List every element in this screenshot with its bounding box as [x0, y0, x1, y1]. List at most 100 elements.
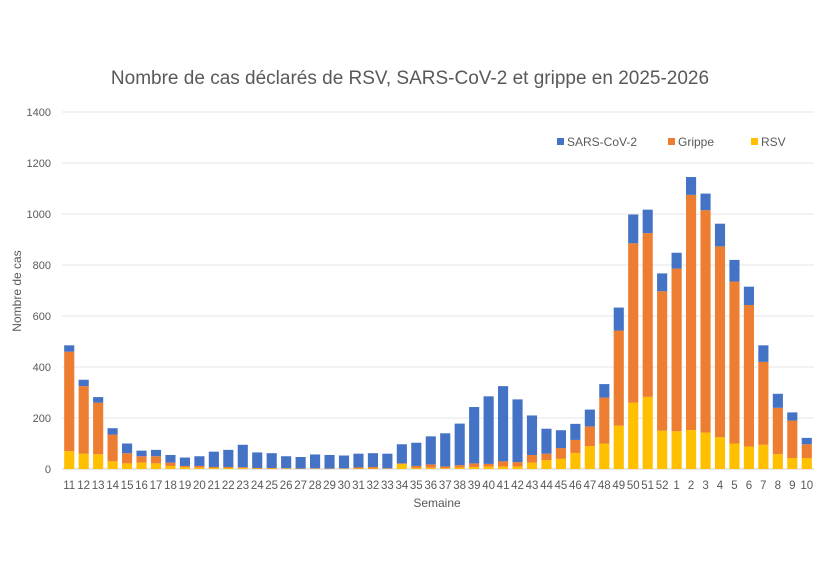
x-tick-label: 3 — [702, 480, 708, 492]
bar-grippe-week-52 — [657, 291, 667, 430]
bar-sars-cov-2-week-49 — [614, 308, 624, 331]
bar-grippe-week-28 — [310, 468, 320, 469]
bar-grippe-week-16 — [136, 456, 146, 462]
bar-grippe-week-2 — [686, 195, 696, 430]
bar-grippe-week-43 — [527, 455, 537, 463]
bar-sars-cov-2-week-17 — [151, 450, 161, 456]
x-tick-label: 50 — [627, 480, 640, 492]
bar-grippe-week-14 — [108, 435, 118, 462]
y-tick-label: 400 — [33, 362, 51, 374]
bar-sars-cov-2-week-2 — [686, 177, 696, 195]
bar-sars-cov-2-week-27 — [296, 457, 306, 468]
bar-rsv-week-25 — [267, 468, 277, 469]
bar-sars-cov-2-week-36 — [426, 436, 436, 464]
bar-sars-cov-2-week-52 — [657, 273, 667, 291]
bar-grippe-week-40 — [484, 464, 494, 467]
bar-grippe-week-15 — [122, 453, 132, 463]
bar-sars-cov-2-week-23 — [238, 445, 248, 467]
y-tick-label: 1000 — [27, 209, 51, 221]
bar-grippe-week-38 — [455, 465, 465, 467]
bar-grippe-week-23 — [238, 467, 248, 468]
x-tick-label: 8 — [775, 480, 781, 492]
bar-grippe-week-10 — [802, 444, 812, 458]
x-tick-label: 4 — [717, 480, 724, 492]
bar-rsv-week-38 — [455, 467, 465, 469]
bar-rsv-week-51 — [643, 397, 653, 469]
bar-rsv-week-13 — [93, 454, 103, 469]
x-tick-label: 30 — [338, 480, 351, 492]
bar-grippe-week-13 — [93, 403, 103, 455]
bar-sars-cov-2-week-28 — [310, 454, 320, 468]
x-tick-label: 7 — [760, 480, 766, 492]
x-tick-label: 35 — [410, 480, 423, 492]
bar-grippe-week-19 — [180, 466, 190, 467]
legend-label: Grippe — [678, 135, 714, 149]
x-tick-label: 26 — [280, 480, 293, 492]
x-tick-label: 28 — [309, 480, 322, 492]
bar-grippe-week-4 — [715, 246, 725, 437]
x-tick-label: 27 — [294, 480, 307, 492]
bar-rsv-week-10 — [802, 458, 812, 469]
bar-sars-cov-2-week-40 — [484, 396, 494, 464]
bar-sars-cov-2-week-20 — [194, 456, 204, 466]
x-tick-label: 18 — [164, 480, 177, 492]
bar-sars-cov-2-week-30 — [339, 455, 349, 468]
bar-grippe-week-17 — [151, 456, 161, 463]
bar-grippe-week-34 — [397, 463, 407, 464]
bar-grippe-week-7 — [758, 362, 768, 445]
bar-sars-cov-2-week-4 — [715, 224, 725, 247]
x-tick-label: 37 — [439, 480, 452, 492]
legend-swatch — [751, 138, 758, 145]
x-tick-label: 34 — [395, 480, 408, 492]
bar-sars-cov-2-week-5 — [729, 260, 739, 282]
bar-rsv-week-36 — [426, 468, 436, 469]
x-axis-label: Semaine — [413, 496, 461, 510]
x-tick-label: 39 — [468, 480, 481, 492]
bar-sars-cov-2-week-11 — [64, 345, 74, 351]
bar-sars-cov-2-week-10 — [802, 438, 812, 444]
bar-rsv-week-18 — [165, 466, 175, 469]
bar-sars-cov-2-week-1 — [672, 253, 682, 269]
bar-sars-cov-2-week-35 — [411, 443, 421, 466]
bar-grippe-week-32 — [368, 467, 378, 469]
bar-rsv-week-39 — [469, 467, 479, 469]
bar-grippe-week-51 — [643, 233, 653, 397]
x-tick-label: 13 — [92, 480, 105, 492]
x-tick-label: 16 — [135, 480, 148, 492]
bar-rsv-week-11 — [64, 451, 74, 469]
bar-sars-cov-2-week-42 — [512, 399, 522, 462]
bar-rsv-week-6 — [744, 447, 754, 469]
bar-rsv-week-4 — [715, 437, 725, 469]
bar-grippe-week-11 — [64, 352, 74, 451]
bar-rsv-week-2 — [686, 430, 696, 469]
y-axis-label: Nombre de cas — [10, 250, 24, 331]
bar-rsv-week-46 — [570, 453, 580, 469]
x-tick-label: 44 — [540, 480, 553, 492]
bar-grippe-week-46 — [570, 440, 580, 453]
bar-grippe-week-18 — [165, 463, 175, 466]
bar-grippe-week-36 — [426, 464, 436, 467]
bar-sars-cov-2-week-41 — [498, 386, 508, 461]
bar-grippe-week-22 — [223, 467, 233, 468]
x-tick-label: 48 — [598, 480, 611, 492]
bar-grippe-week-9 — [787, 421, 797, 458]
x-tick-label: 21 — [207, 480, 220, 492]
bar-sars-cov-2-week-43 — [527, 415, 537, 455]
bar-sars-cov-2-week-48 — [599, 384, 609, 398]
bar-sars-cov-2-week-22 — [223, 450, 233, 467]
x-tick-label: 51 — [641, 480, 654, 492]
bar-rsv-week-40 — [484, 466, 494, 469]
bar-grippe-week-24 — [252, 468, 262, 469]
bar-sars-cov-2-week-6 — [744, 287, 754, 305]
bar-grippe-week-21 — [209, 467, 219, 468]
legend-label: RSV — [761, 135, 786, 149]
bar-rsv-week-12 — [79, 454, 89, 469]
bar-grippe-week-3 — [700, 210, 710, 432]
bar-grippe-week-44 — [541, 454, 551, 460]
bar-rsv-week-50 — [628, 403, 638, 469]
bars — [64, 177, 812, 469]
x-tick-label: 38 — [453, 480, 466, 492]
bar-sars-cov-2-week-18 — [165, 455, 175, 463]
x-tick-label: 1 — [673, 480, 679, 492]
x-tick-label: 17 — [150, 480, 163, 492]
